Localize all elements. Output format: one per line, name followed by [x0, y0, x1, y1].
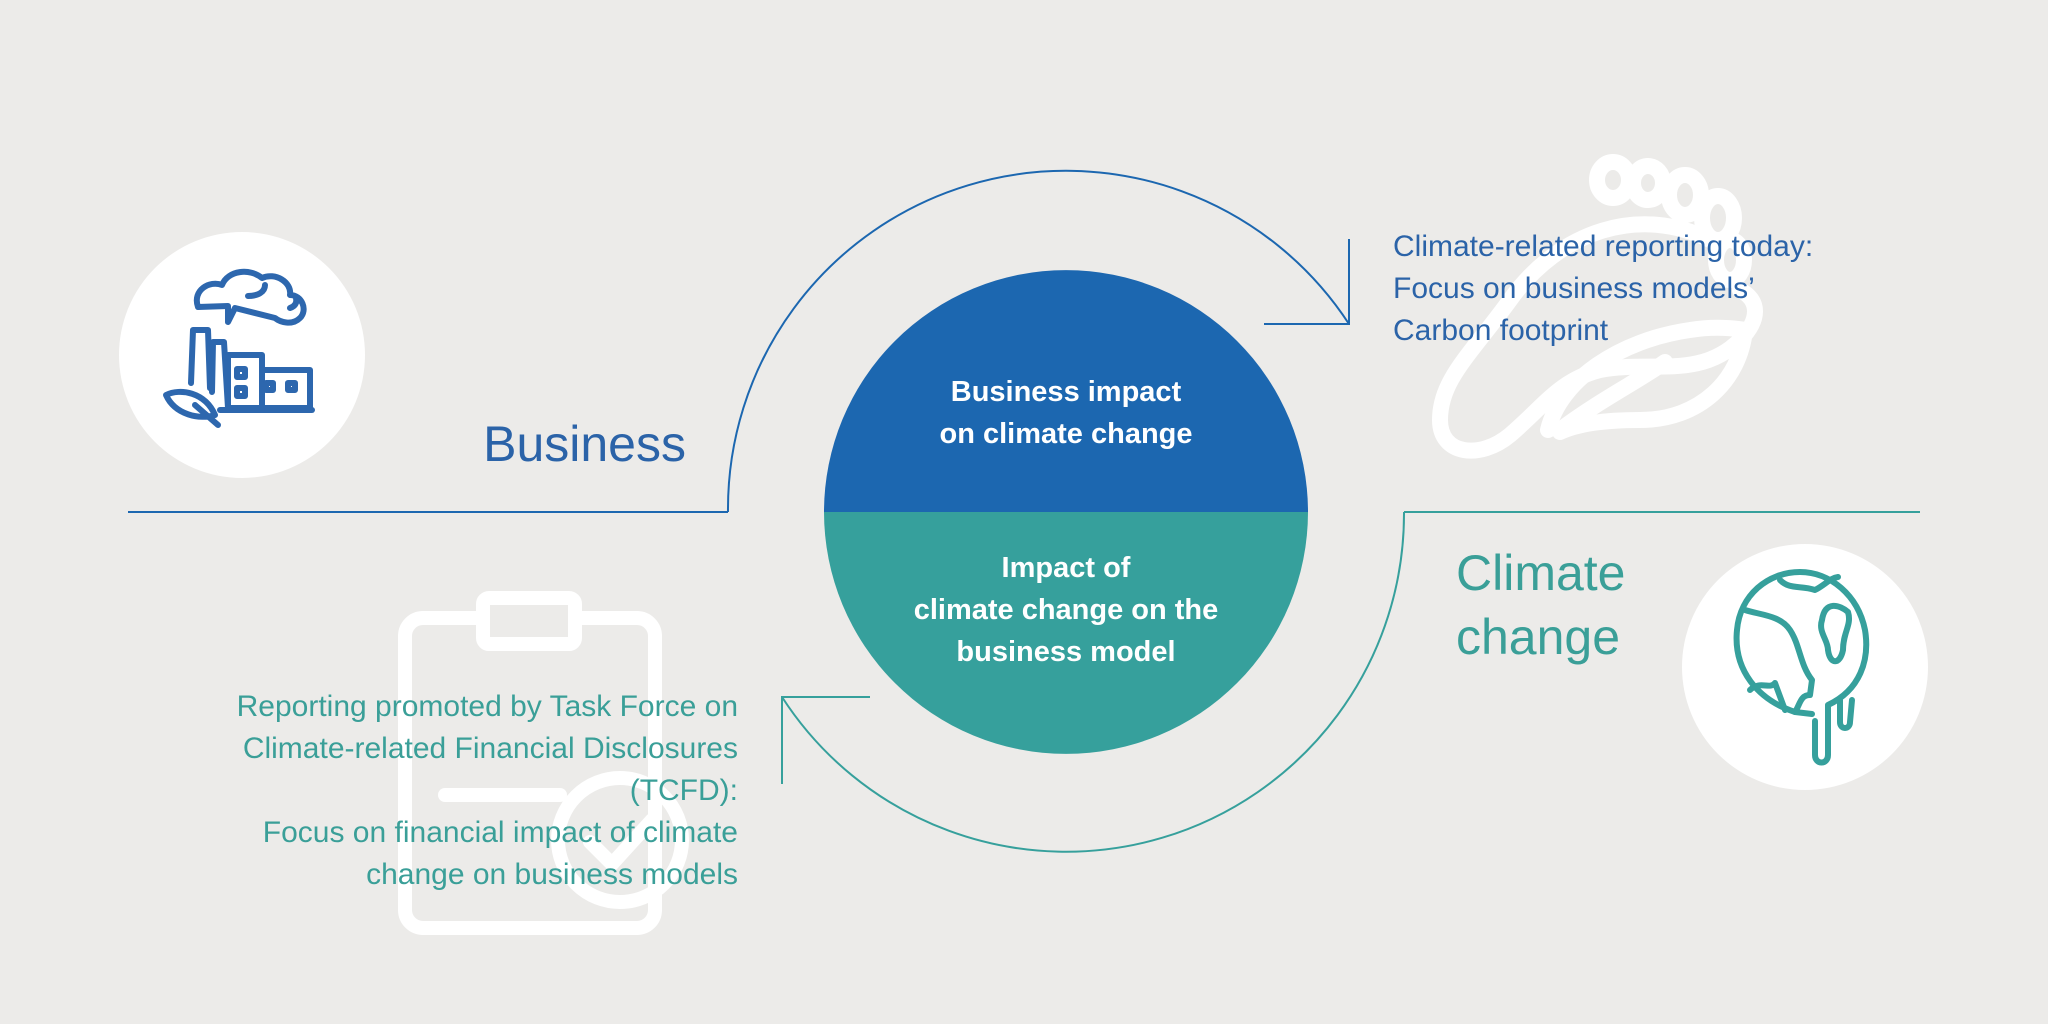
top-arrowhead [1264, 239, 1350, 325]
clipboard-check-icon [398, 591, 689, 935]
climate-change-label-line1: Climate [1456, 545, 1626, 601]
center-bottom-text: Impact of climate change on the business m… [856, 547, 1276, 673]
business-label: Business [483, 416, 686, 472]
bottom-note-line5: change on business models [366, 858, 738, 891]
factory-icon [163, 268, 315, 428]
climate-arc-arrow [781, 511, 1406, 853]
center-bottom-line2: climate change on the [913, 594, 1219, 626]
top-note-line2: Focus on business models’ [1393, 272, 1755, 305]
center-bottom-line3: business model [956, 636, 1176, 668]
bottom-note-line2: Climate-related Financial Disclosures [242, 732, 738, 765]
business-arc-arrow [726, 169, 1350, 513]
center-top-line1: Business impact [950, 376, 1182, 408]
climate-change-label-line2: change [1456, 609, 1621, 665]
center-bottom-line1: Impact of [1001, 552, 1131, 584]
center-top-line2: on climate change [939, 418, 1193, 450]
footprint-icon [1431, 154, 1763, 459]
top-note-line1: Climate-related reporting today: [1393, 230, 1814, 263]
bottom-note: Reporting promoted by Task Force on Clima… [237, 686, 738, 896]
top-note-line3: Carbon footprint [1393, 314, 1609, 347]
center-circle-top-half [824, 270, 1308, 512]
top-note: Climate-related reporting today: Focus on… [1393, 226, 1813, 352]
center-top-text: Business impact on climate change [856, 371, 1276, 455]
bottom-note-line3: (TCFD): [629, 774, 738, 807]
bottom-note-line4: Focus on financial impact of climate [262, 816, 738, 849]
bottom-note-line1: Reporting promoted by Task Force on [236, 690, 738, 723]
melting-globe-icon [1733, 569, 1870, 766]
bottom-arrowhead [781, 696, 870, 784]
center-circle-bottom-half [824, 512, 1308, 754]
